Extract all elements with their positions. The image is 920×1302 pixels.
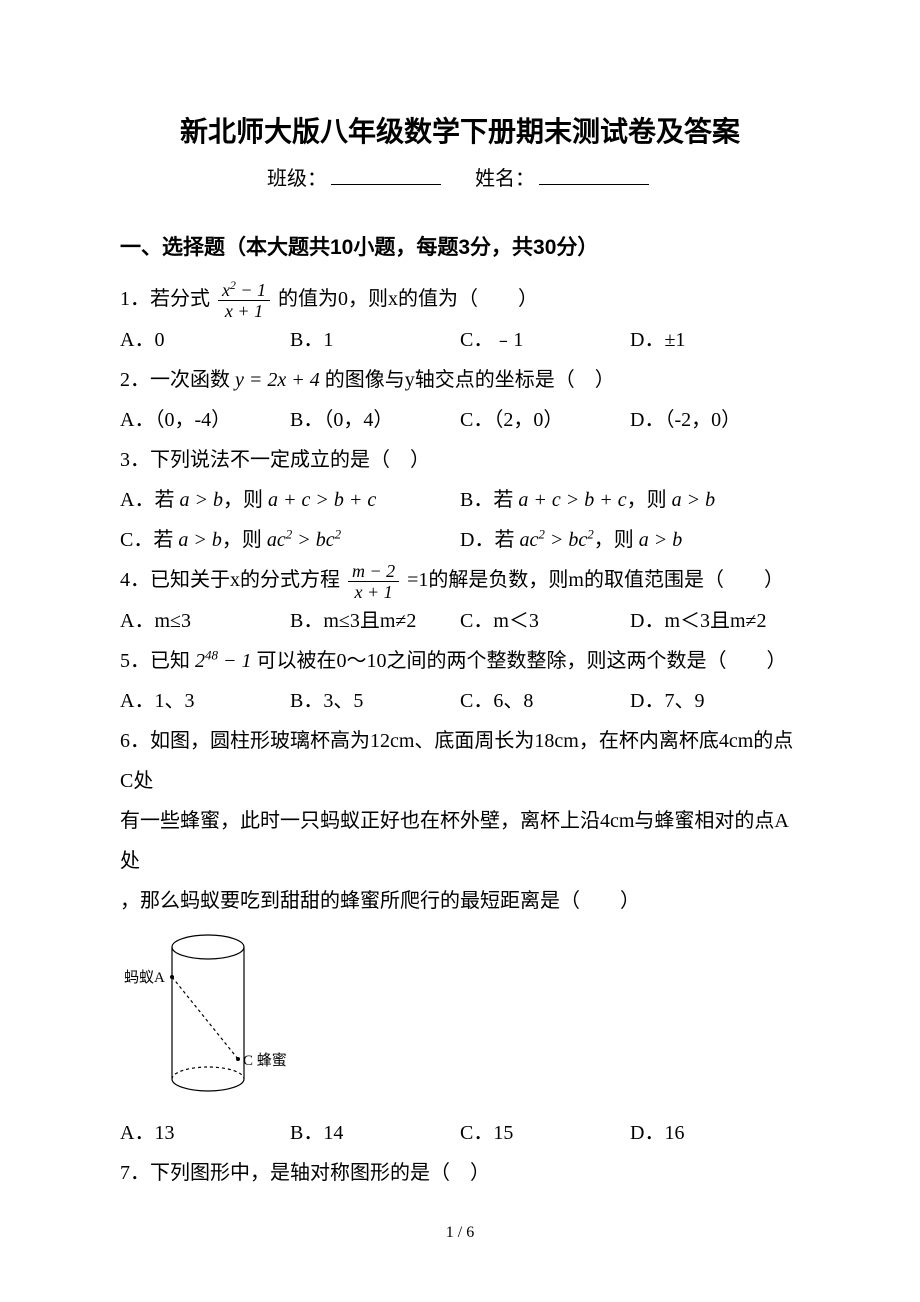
q3-opt-b: B．若 a + c > b + c，则 a > b [460,480,800,520]
q5-opt-c: C．6、8 [460,681,630,721]
name-label: 姓名： [475,168,535,190]
q6-opt-a: A．13 [120,1113,290,1153]
section-1-header: 一、选择题（本大题共10小题，每题3分，共30分） [120,231,800,261]
q3-opt-a: A．若 a > b，则 a + c > b + c [120,480,460,520]
svg-text:蚂蚁A: 蚂蚁A [124,969,165,986]
q4-opt-b: B．m≤3且m≠2 [290,601,460,641]
q5-stem: 5．已知 248 − 1 可以被在0～10之间的两个整数整除，则这两个数是（ ） [120,641,800,681]
q4-prefix: 4．已知关于x的分式方程 [120,569,340,591]
name-blank [539,184,649,185]
q4-opt-d: D．m＜3且m≠2 [630,601,800,641]
q5-prefix: 5．已知 [120,650,190,672]
q4-opt-a: A．m≤3 [120,601,290,641]
q6-line3: ，那么蚂蚁要吃到甜甜的蜂蜜所爬行的最短距离是（ ） [120,881,800,921]
q7-stem: 7．下列图形中，是轴对称图形的是（ ） [120,1153,800,1193]
q1-prefix: 1．若分式 [120,288,210,310]
q1-opt-d: D．±1 [630,320,800,360]
q4-suffix: =1的解是负数，则m的取值范围是（ ） [407,569,784,591]
q5-expr: 248 − 1 [195,650,252,672]
q1-stem: 1．若分式 x2 − 1 x + 1 的值为0，则x的值为（ ） [120,279,800,320]
q2-opt-d: D．（-2，0） [630,400,800,440]
q6-figure: 蚂蚁A C 蜂蜜 [120,929,800,1109]
q5-suffix: 可以被在0～10之间的两个整数整除，则这两个数是（ ） [257,650,787,672]
q3-options-row2: C．若 a > b，则 ac2 > bc2 D．若 ac2 > bc2，则 a … [120,520,800,560]
q2-stem: 2．一次函数 y = 2x + 4 的图像与y轴交点的坐标是（ ） [120,360,800,400]
q2-prefix: 2．一次函数 [120,369,235,391]
q2-eq: y = 2x + 4 [235,369,320,391]
q6-opt-d: D．16 [630,1113,800,1153]
q1-opt-c: C．﹣1 [460,320,630,360]
q3-options-row1: A．若 a > b，则 a + c > b + c B．若 a + c > b … [120,480,800,520]
q2-opt-b: B．（0，4） [290,400,460,440]
q1-suffix: 的值为0，则x的值为（ ） [278,288,538,310]
document-title: 新北师大版八年级数学下册期末测试卷及答案 [120,110,800,150]
q2-opt-a: A．（0，-4） [120,400,290,440]
q1-opt-a: A．0 [120,320,290,360]
q5-opt-d: D．7、9 [630,681,800,721]
q6-line2: 有一些蜂蜜，此时一只蚂蚁正好也在杯外壁，离杯上沿4cm与蜂蜜相对的点A处 [120,801,800,881]
q1-fraction: x2 − 1 x + 1 [218,280,270,320]
q2-opt-c: C．（2，0） [460,400,630,440]
class-blank [331,184,441,185]
q6-opt-c: C．15 [460,1113,630,1153]
page: 新北师大版八年级数学下册期末测试卷及答案 班级： 姓名： 一、选择题（本大题共1… [0,0,920,1302]
q3-opt-c: C．若 a > b，则 ac2 > bc2 [120,520,460,560]
q4-stem: 4．已知关于x的分式方程 m − 2 x + 1 =1的解是负数，则m的取值范围… [120,560,800,601]
q2-suffix: 的图像与y轴交点的坐标是（ ） [325,369,615,391]
q1-options: A．0 B．1 C．﹣1 D．±1 [120,320,800,360]
q4-fraction: m − 2 x + 1 [348,562,399,601]
q6-opt-b: B．14 [290,1113,460,1153]
page-number: 1 / 6 [0,1224,920,1242]
q4-frac-den: x + 1 [348,582,399,601]
q2-options: A．（0，-4） B．（0，4） C．（2，0） D．（-2，0） [120,400,800,440]
q5-opt-a: A．1、3 [120,681,290,721]
q5-opt-b: B．3、5 [290,681,460,721]
q6-line1: 6．如图，圆柱形玻璃杯高为12cm、底面周长为18cm，在杯内离杯底4cm的点C… [120,721,800,801]
q3-stem: 3．下列说法不一定成立的是（ ） [120,440,800,480]
q4-options: A．m≤3 B．m≤3且m≠2 C．m＜3 D．m＜3且m≠2 [120,601,800,641]
q1-frac-den: x + 1 [218,301,270,320]
q3-opt-d: D．若 ac2 > bc2，则 a > b [460,520,800,560]
q1-opt-b: B．1 [290,320,460,360]
cylinder-diagram: 蚂蚁A C 蜂蜜 [120,929,295,1109]
q4-frac-num: m − 2 [348,562,399,582]
q4-opt-c: C．m＜3 [460,601,630,641]
svg-text:C 蜂蜜: C 蜂蜜 [243,1052,287,1069]
q6-options: A．13 B．14 C．15 D．16 [120,1113,800,1153]
subheader: 班级： 姓名： [120,162,800,191]
q1-frac-num: x2 − 1 [218,280,270,301]
q5-options: A．1、3 B．3、5 C．6、8 D．7、9 [120,681,800,721]
class-label: 班级： [267,168,327,190]
